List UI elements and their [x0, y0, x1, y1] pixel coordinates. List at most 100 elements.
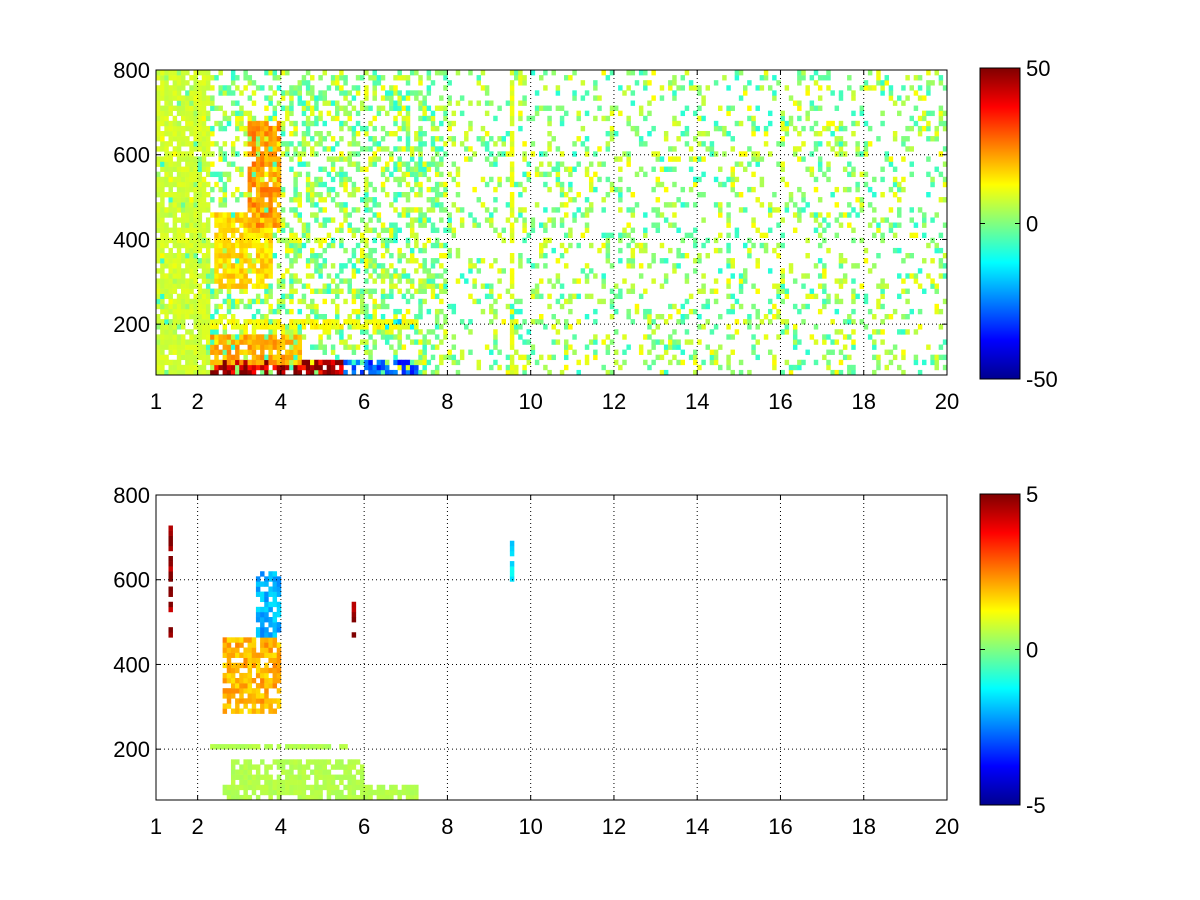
heatmap-cell: [172, 95, 178, 101]
heatmap-cell: [210, 85, 215, 91]
heatmap-cell: [355, 75, 361, 81]
heatmap-cell: [310, 120, 315, 127]
heatmap-cell: [189, 232, 194, 239]
heatmap-cell: [214, 364, 219, 371]
heatmap-cell: [676, 227, 681, 233]
heatmap-cell: [289, 85, 294, 91]
heatmap-cell: [168, 359, 173, 366]
heatmap-cell: [314, 141, 319, 147]
heatmap-cell: [613, 131, 619, 137]
heatmap-cell: [405, 105, 411, 111]
heatmap-cell: [484, 141, 490, 147]
heatmap-cell: [330, 197, 336, 203]
heatmap-cell: [247, 192, 253, 198]
heatmap-cell: [817, 212, 823, 218]
heatmap-cell: [497, 105, 502, 111]
heatmap-cell: [222, 339, 228, 345]
heatmap-cell: [897, 207, 902, 213]
heatmap-cell: [156, 136, 161, 142]
heatmap-cell: [380, 278, 386, 284]
heatmap-cell: [401, 324, 407, 330]
heatmap-cell: [318, 794, 323, 801]
heatmap-cell: [293, 784, 298, 791]
heatmap-cell: [268, 247, 273, 254]
heatmap-cell: [264, 688, 269, 694]
heatmap-cell: [180, 197, 186, 203]
heatmap-cell: [430, 120, 436, 127]
heatmap-cell: [264, 683, 269, 689]
heatmap-cell: [364, 90, 369, 96]
bottom-heatmap-area: [168, 525, 515, 801]
heatmap-cell: [222, 222, 228, 228]
heatmap-cell: [838, 151, 844, 157]
heatmap-cell: [276, 779, 282, 786]
heatmap-cell: [405, 207, 411, 213]
heatmap-cell: [368, 75, 373, 81]
heatmap-cell: [572, 293, 577, 300]
heatmap-cell: [838, 298, 844, 305]
heatmap-cell: [172, 212, 178, 218]
heatmap-cell: [393, 237, 398, 244]
heatmap-cell: [405, 324, 411, 330]
heatmap-cell: [176, 110, 182, 117]
heatmap-cell: [376, 324, 382, 330]
heatmap-cell: [701, 242, 706, 249]
heatmap-cell: [838, 263, 844, 269]
heatmap-cell: [156, 207, 161, 213]
heatmap-cell: [817, 242, 823, 249]
heatmap-cell: [339, 364, 344, 371]
heatmap-cell: [680, 85, 686, 91]
heatmap-cell: [264, 784, 269, 791]
heatmap-cell: [260, 207, 265, 213]
bottom-x-ticks: 1 2 4 6 8 10 12 14 16 18 20: [150, 495, 959, 839]
heatmap-cell: [784, 293, 790, 300]
heatmap-cell: [251, 369, 257, 376]
heatmap-cell: [709, 329, 715, 335]
heatmap-cell: [222, 253, 228, 259]
heatmap-cell: [813, 70, 819, 76]
heatmap-cell: [355, 769, 361, 775]
heatmap-cell: [509, 540, 515, 547]
heatmap-cell: [397, 794, 402, 801]
heatmap-cell: [189, 202, 194, 208]
heatmap-cell: [347, 324, 352, 330]
heatmap-cell: [643, 212, 648, 218]
heatmap-cell: [168, 606, 173, 613]
heatmap-cell: [372, 80, 377, 86]
heatmap-cell: [164, 141, 169, 147]
heatmap-cell: [156, 344, 161, 350]
heatmap-cell: [439, 192, 444, 198]
heatmap-cell: [255, 85, 261, 91]
heatmap-cell: [626, 288, 631, 294]
heatmap-cell: [576, 319, 581, 325]
x-tick-label: 14: [685, 389, 709, 414]
heatmap-cell: [235, 268, 240, 274]
heatmap-cell: [426, 283, 432, 289]
heatmap-cell: [434, 344, 440, 350]
heatmap-cell: [559, 303, 565, 310]
heatmap-cell: [430, 202, 436, 208]
heatmap-cell: [189, 197, 194, 203]
heatmap-cell: [593, 85, 598, 91]
heatmap-cell: [638, 247, 644, 254]
heatmap-cell: [680, 202, 686, 208]
heatmap-cell: [335, 171, 340, 178]
heatmap-cell: [364, 308, 369, 315]
heatmap-cell: [322, 314, 327, 320]
heatmap-cell: [239, 278, 244, 284]
heatmap-cell: [176, 136, 182, 142]
heatmap-cell: [663, 278, 669, 284]
heatmap-cell: [434, 202, 440, 208]
heatmap-cell: [355, 207, 361, 213]
heatmap-cell: [160, 349, 165, 355]
heatmap-cell: [193, 70, 198, 76]
heatmap-cell: [901, 156, 906, 162]
heatmap-cell: [201, 100, 207, 106]
heatmap-cell: [568, 232, 573, 239]
heatmap-cell: [193, 253, 198, 259]
heatmap-cell: [318, 344, 323, 350]
heatmap-cell: [643, 85, 648, 91]
heatmap-cell: [305, 105, 311, 111]
heatmap-cell: [314, 784, 319, 791]
heatmap-cell: [260, 632, 265, 638]
